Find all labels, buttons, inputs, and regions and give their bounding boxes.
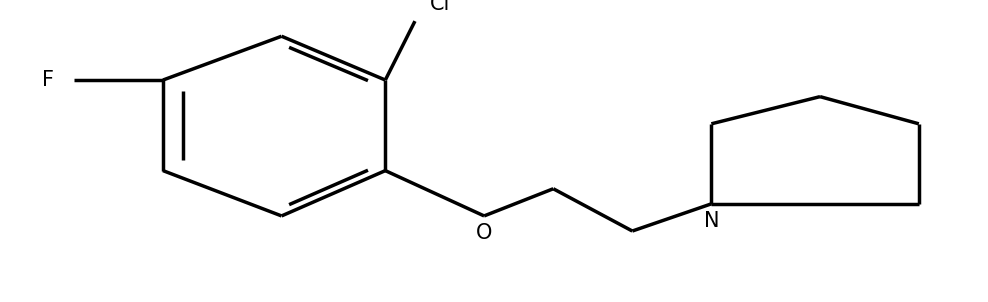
- Text: Cl: Cl: [430, 0, 451, 14]
- Text: N: N: [703, 211, 719, 231]
- Text: F: F: [42, 70, 54, 90]
- Text: O: O: [476, 223, 492, 243]
